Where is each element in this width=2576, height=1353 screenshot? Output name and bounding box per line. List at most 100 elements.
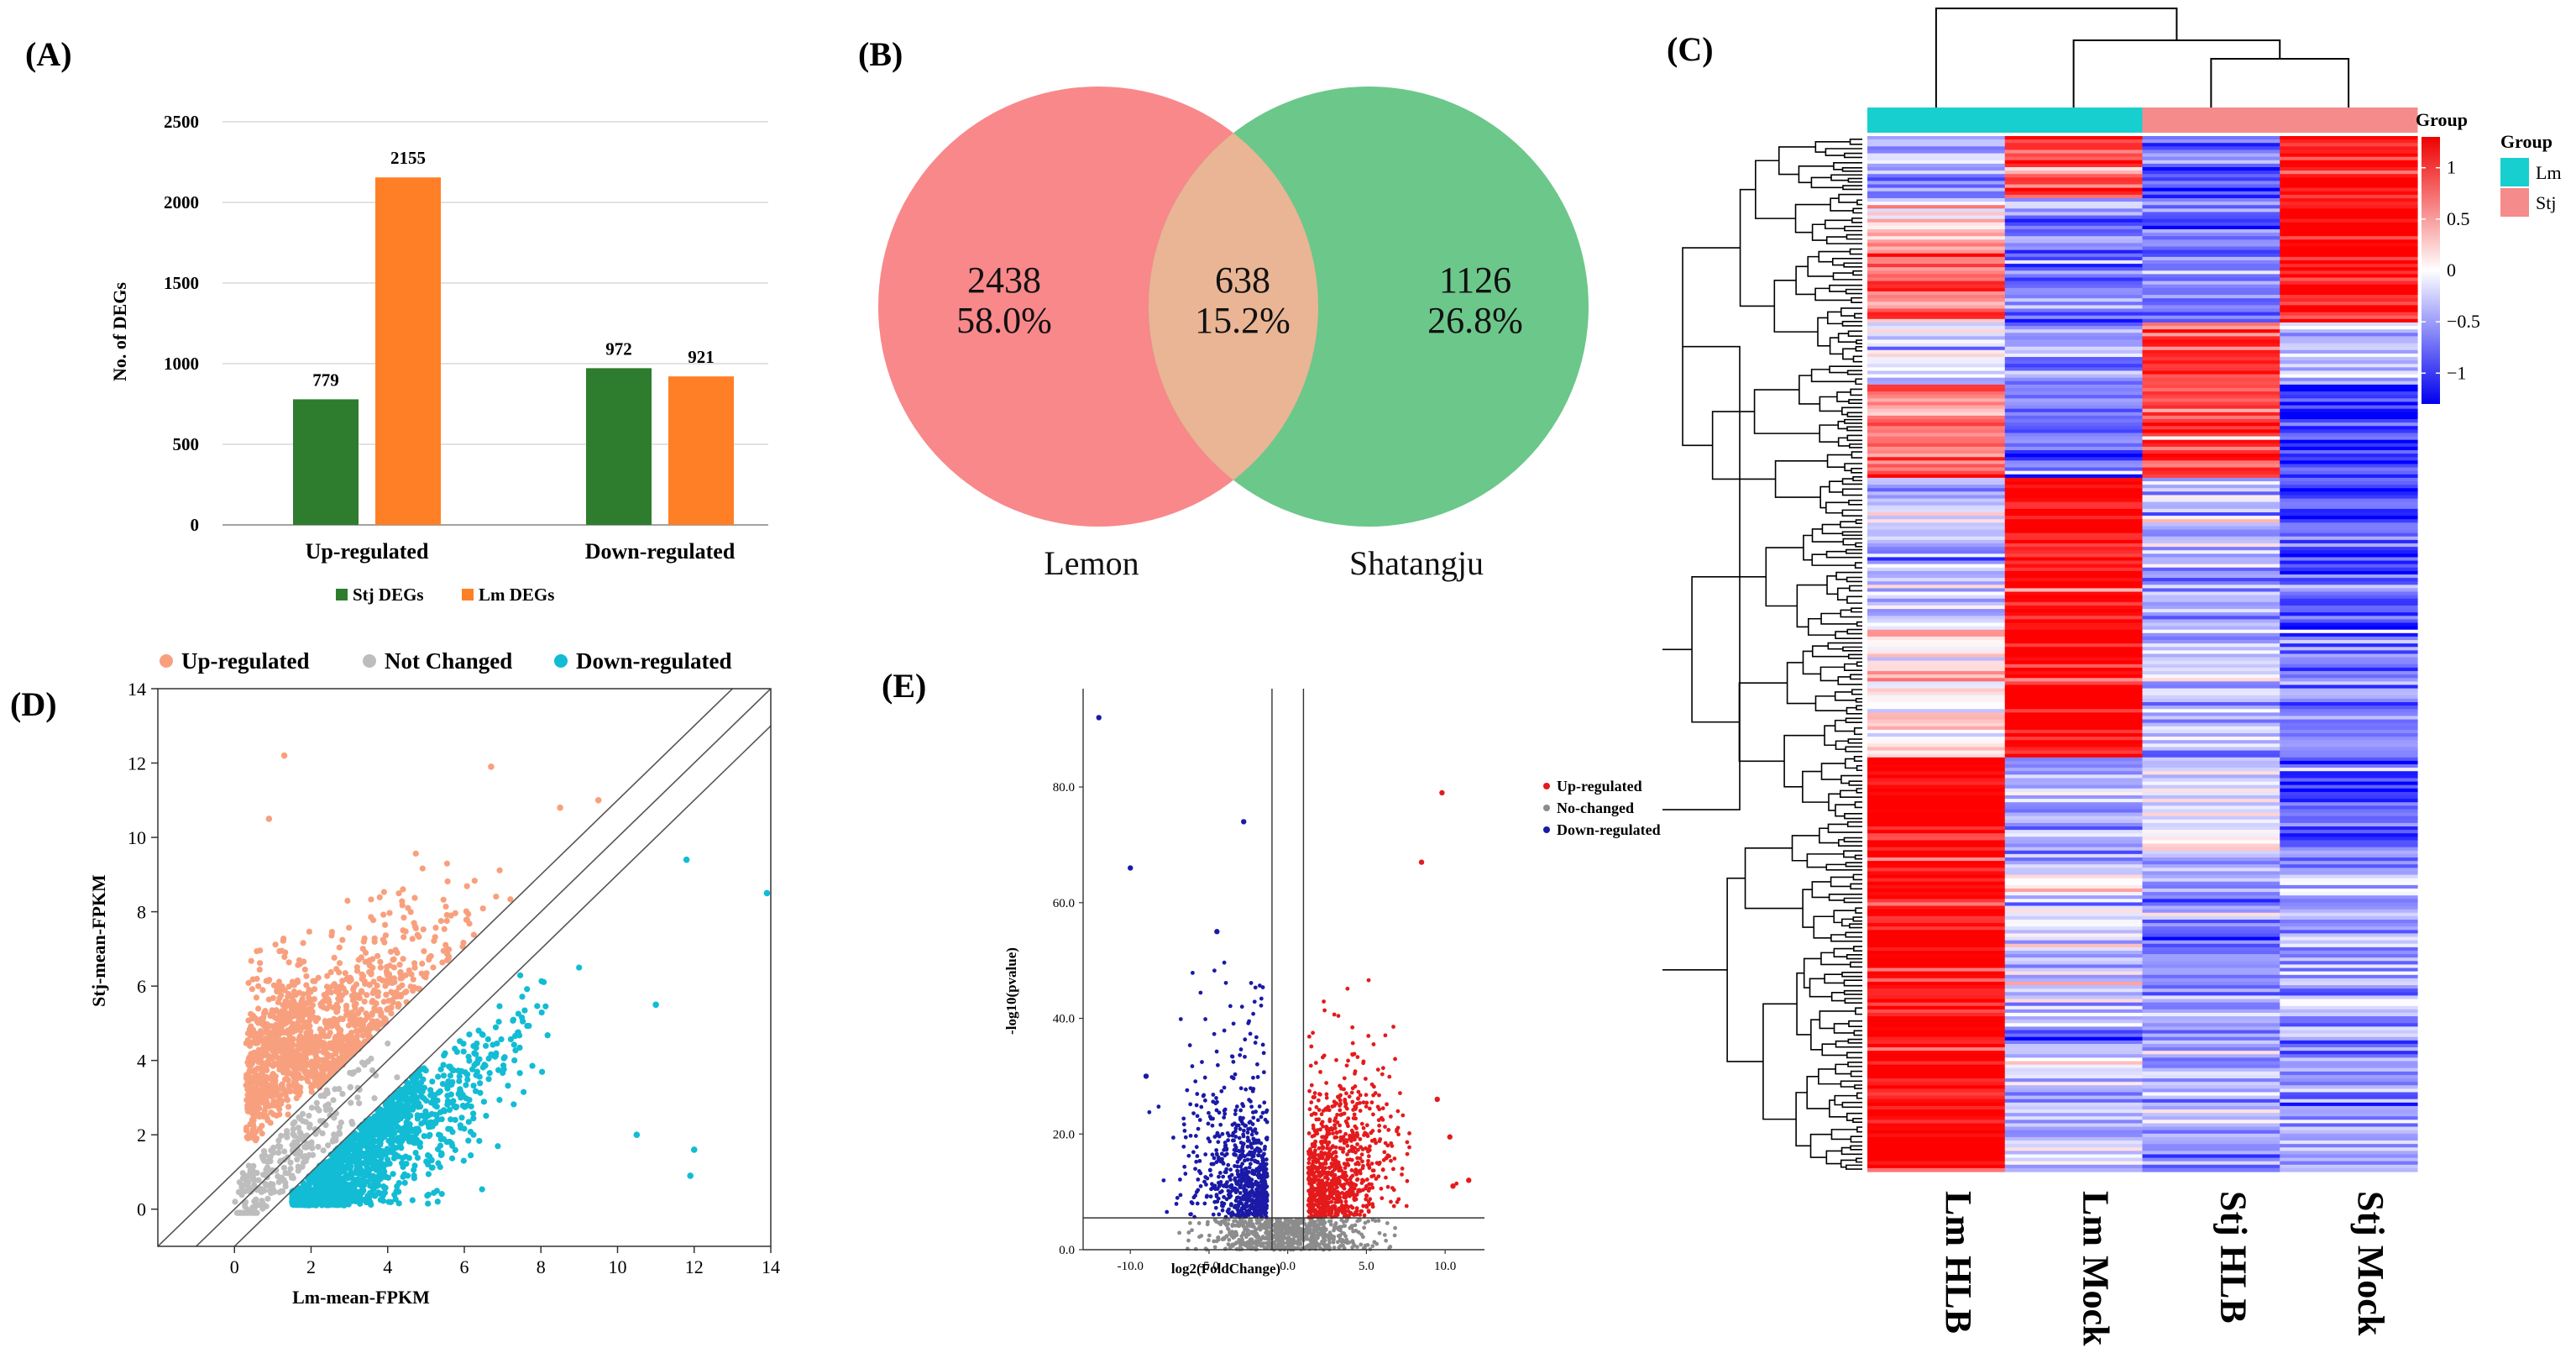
- point-not-changed: [237, 1179, 243, 1185]
- heatmap-cell: [2143, 181, 2280, 185]
- heatmap-cell: [2143, 740, 2280, 744]
- point-down-regulated: [365, 1198, 371, 1204]
- point-down-regulated: [519, 994, 525, 999]
- heatmap-cell: [2280, 612, 2417, 616]
- heatmap-cell: [2143, 305, 2280, 309]
- heatmap-cell: [2143, 1030, 2280, 1034]
- heatmap-cell: [1867, 499, 2005, 503]
- heatmap-cell: [1867, 433, 2005, 437]
- heatmap-cell: [2280, 882, 2417, 886]
- point-up-regulated: [270, 995, 276, 1001]
- heatmap-cell: [2280, 412, 2417, 417]
- heatmap-cell: [2005, 564, 2143, 569]
- row-dendro-branch: [1847, 1052, 1862, 1057]
- point-up-regulated: [269, 1056, 275, 1062]
- heatmap-cell: [2280, 702, 2417, 706]
- heatmap-cell: [2005, 937, 2143, 941]
- row-dendro-branch: [1826, 1151, 1841, 1163]
- point-up-regulated: [248, 1011, 254, 1017]
- heatmap-cell: [1867, 360, 2005, 364]
- venn-label-shatangju: Shatangju: [1349, 544, 1484, 582]
- heatmap-cell: [1867, 391, 2005, 396]
- row-dendro-branch: [1847, 435, 1862, 440]
- heatmap-cell: [2143, 1061, 2280, 1065]
- point-up-regulated: [243, 1041, 249, 1046]
- heatmap-cell: [1867, 975, 2005, 979]
- heatmap-cell: [2280, 664, 2417, 669]
- point-down-regulated: [470, 1110, 476, 1116]
- heatmap-cell: [1867, 836, 2005, 841]
- point-not-changed: [283, 1183, 289, 1189]
- heatmap-cell: [2143, 1016, 2280, 1020]
- legend-marker: [363, 654, 376, 668]
- row-dendro-branch: [1822, 1044, 1847, 1055]
- point-down-regulated: [470, 1083, 476, 1088]
- heatmap-cell: [2005, 243, 2143, 247]
- point-down-regulated: [461, 1158, 467, 1164]
- heatmap-cell: [2143, 208, 2280, 212]
- heatmap-cell: [2280, 491, 2417, 496]
- heatmap-cell: [2143, 847, 2280, 852]
- point-up-regulated: [270, 1063, 276, 1069]
- heatmap-cell: [2005, 889, 2143, 893]
- row-dendro-branch: [1840, 522, 1862, 527]
- point-up-regulated: [321, 1041, 327, 1046]
- heatmap-cell: [1867, 599, 2005, 603]
- heatmap-cell: [1867, 443, 2005, 448]
- heatmap-cell: [2005, 599, 2143, 603]
- point-up-regulated: [250, 1088, 256, 1094]
- heatmap-cell: [2005, 982, 2143, 986]
- heatmap-cell: [2005, 820, 2143, 824]
- row-dendro-branch: [1820, 487, 1830, 508]
- heatmap-cell: [2005, 364, 2143, 368]
- heatmap-cell: [2143, 902, 2280, 906]
- heatmap-cell: [2005, 212, 2143, 216]
- heatmap-cell: [2280, 406, 2417, 410]
- heatmap-cell: [1867, 847, 2005, 852]
- point-up-regulated: [383, 992, 389, 998]
- heatmap-cell: [2280, 205, 2417, 209]
- heatmap-cell: [2143, 375, 2280, 379]
- heatmap-cell: [1867, 923, 2005, 927]
- heatmap-cell: [1867, 926, 2005, 931]
- heatmap-cell: [1867, 805, 2005, 810]
- heatmap-cell: [1867, 243, 2005, 247]
- heatmap-cell: [2280, 347, 2417, 351]
- heatmap-cell: [2005, 167, 2143, 171]
- heatmap-cell: [2143, 174, 2280, 178]
- heatmap-cell: [2143, 160, 2280, 165]
- heatmap-cell: [1867, 674, 2005, 679]
- heatmap-cell: [2143, 443, 2280, 448]
- row-dendro-branch: [1821, 952, 1851, 964]
- point-up-regulated: [324, 995, 330, 1001]
- point-up-regulated: [254, 1065, 260, 1071]
- fpkm-scatter-xlabel: Lm-mean-FPKM: [292, 1287, 430, 1308]
- heatmap-cell: [2280, 188, 2417, 192]
- heatmap-cell: [2005, 1106, 2143, 1110]
- row-dendro-branch: [1811, 177, 1843, 187]
- heatmap-cell: [1867, 668, 2005, 672]
- reference-line: [158, 689, 771, 1283]
- heatmap-cell: [2143, 730, 2280, 734]
- heatmap-cell: [2280, 630, 2417, 634]
- heatmap-cell: [2280, 460, 2417, 464]
- heatmap-cell: [2280, 592, 2417, 596]
- heatmap-cell: [1867, 219, 2005, 223]
- point-outlier: [595, 797, 602, 804]
- point-up-regulated: [395, 1001, 401, 1007]
- heatmap-cell: [2005, 720, 2143, 724]
- heatmap-cell: [2280, 1041, 2417, 1045]
- heatmap-cell: [1867, 1075, 2005, 1079]
- heatmap-cell: [2005, 840, 2143, 844]
- point-down-regulated: [510, 1018, 516, 1024]
- point-up-regulated: [294, 1076, 300, 1082]
- row-dendro-branch: [1825, 220, 1852, 228]
- row-dendro-branch: [1830, 481, 1843, 492]
- volcano-points: [1097, 715, 1472, 1251]
- heatmap-cell: [2005, 543, 2143, 548]
- row-dendro-branch: [1844, 980, 1862, 986]
- heatmap-cell: [2005, 247, 2143, 251]
- heatmap-cell: [1867, 1151, 2005, 1155]
- point-not-changed: [281, 1148, 287, 1154]
